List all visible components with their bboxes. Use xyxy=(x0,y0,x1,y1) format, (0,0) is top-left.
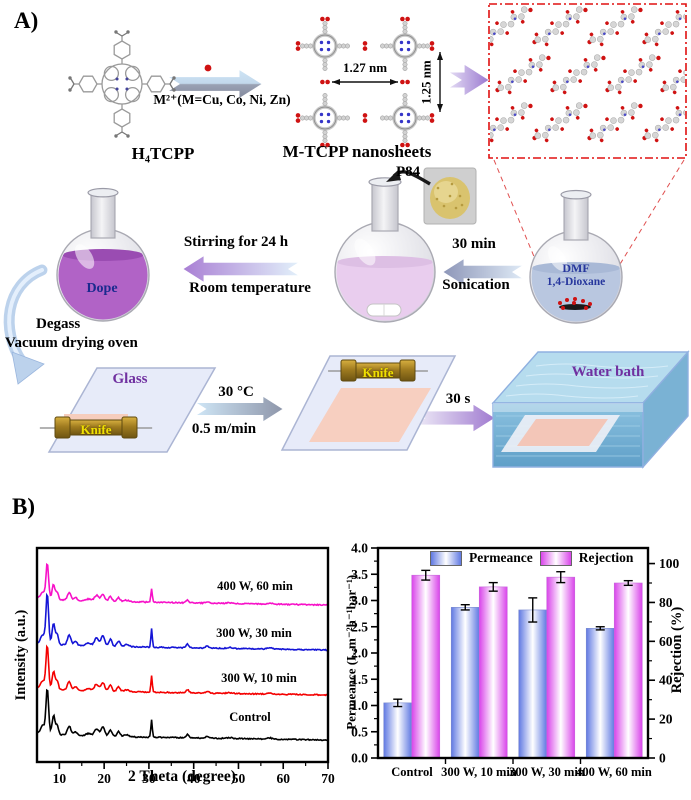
svg-text:1.5: 1.5 xyxy=(351,672,368,687)
vacuum-oven-label: Vacuum drying oven xyxy=(5,335,138,351)
room-temperature-label: Room temperature xyxy=(189,280,311,296)
legend-rejection-label: Rejection xyxy=(578,550,634,565)
bar-legend: Permeance Rejection xyxy=(430,550,633,566)
svg-text:60: 60 xyxy=(276,771,290,786)
svg-text:0.0: 0.0 xyxy=(351,751,368,766)
svg-text:20: 20 xyxy=(97,771,111,786)
dimension-vertical-label: 1.25 nm xyxy=(418,60,434,105)
svg-text:2.5: 2.5 xyxy=(351,619,368,634)
svg-text:100: 100 xyxy=(659,556,680,571)
p84-label: P84 xyxy=(396,164,421,180)
xrd-curve-label-300w30: 300 W, 30 min xyxy=(216,626,292,640)
glass-label: Glass xyxy=(112,371,148,387)
dioxane-label: 1,4-Dioxane xyxy=(546,276,606,288)
casting-temp-label: 30 °C xyxy=(218,384,254,400)
bar-category-400w60: 400 W, 60 min xyxy=(576,765,652,779)
svg-text:30: 30 xyxy=(142,771,156,786)
xrd-curve-label-300w10: 300 W, 10 min xyxy=(221,671,297,685)
svg-text:2.0: 2.0 xyxy=(351,646,368,661)
sonication-time-label: 30 min xyxy=(452,236,496,252)
panel-a-illustration xyxy=(3,3,690,469)
legend-permeance-swatch xyxy=(430,550,462,566)
casting-speed-label: 0.5 m/min xyxy=(191,421,257,437)
panel-b-label: B) xyxy=(12,494,35,519)
xrd-x-axis-title: 2 Theta (degree) xyxy=(128,768,236,785)
svg-text:80: 80 xyxy=(659,595,673,610)
panel-a-label: A) xyxy=(14,8,39,33)
immersion-time-label: 30 s xyxy=(445,391,471,407)
sonication-label: Sonication xyxy=(442,277,510,293)
svg-text:40: 40 xyxy=(187,771,201,786)
degas-label: Degass xyxy=(36,316,81,332)
svg-text:4.0: 4.0 xyxy=(351,541,368,556)
svg-text:1.0: 1.0 xyxy=(351,698,368,713)
bar-category-300w10: 300 W, 10 min xyxy=(441,765,517,779)
svg-text:0: 0 xyxy=(659,751,666,766)
dimension-horizontal-label: 1.27 nm xyxy=(342,60,388,75)
svg-text:3.0: 3.0 xyxy=(351,593,368,608)
svg-text:20: 20 xyxy=(659,712,673,727)
knife-label-1: Knife xyxy=(80,422,112,437)
h4tcpp-label: H₄TCPP xyxy=(131,144,195,163)
xrd-curve-label-400w60: 400 W, 60 min xyxy=(217,579,293,593)
dmf-label: DMF xyxy=(562,261,590,275)
svg-text:70: 70 xyxy=(321,771,335,786)
stirring-label: Stirring for 24 h xyxy=(183,234,289,250)
svg-text:3.5: 3.5 xyxy=(351,567,368,582)
nanosheets-label: M-TCPP nanosheets xyxy=(282,142,432,161)
svg-text:40: 40 xyxy=(659,673,673,688)
panel-b-charts-canvas: 10 20 30 40 50 60 70 0.0 0.5 1.0 1.5 2.0 2.5 3.0 3.5 4… xyxy=(35,541,680,786)
bar-category-control: Control xyxy=(391,765,433,779)
bar-category-300w30: 300 W, 30 min xyxy=(509,765,585,779)
legend-rejection-swatch xyxy=(539,550,572,566)
svg-text:60: 60 xyxy=(659,634,673,649)
svg-text:50: 50 xyxy=(232,771,246,786)
legend-permeance-label: Permeance xyxy=(469,550,533,565)
svg-text:0.5: 0.5 xyxy=(351,724,368,739)
dope-label: Dope xyxy=(86,281,118,296)
knife-label-2: Knife xyxy=(362,365,394,380)
metal-ion-text: M²⁺(M=Cu, Co, Ni, Zn) xyxy=(153,92,291,107)
water-bath-label: Water bath xyxy=(571,364,645,380)
bar-left-axis-title: Permeance (L.m⁻²h⁻¹bar⁻¹) xyxy=(343,574,359,730)
svg-text:10: 10 xyxy=(53,771,67,786)
bar-right-axis-title: Rejection (%) xyxy=(668,606,685,694)
xrd-curve-label-control: Control xyxy=(229,710,271,724)
xrd-y-axis-title: Intensity (a.u.) xyxy=(12,609,29,701)
